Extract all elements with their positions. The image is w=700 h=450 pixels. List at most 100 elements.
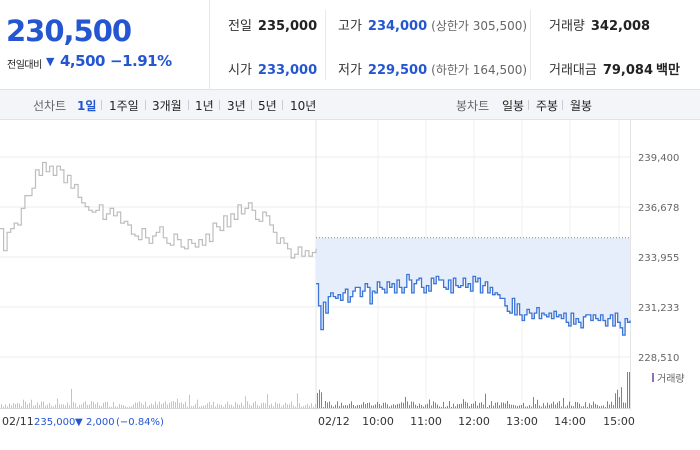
period-1w-button[interactable]: 1주일: [109, 99, 139, 113]
volume-bar: [525, 406, 526, 408]
candle-weekly-button[interactable]: 주봉: [536, 99, 559, 113]
period-1d-button[interactable]: 1일: [77, 99, 97, 113]
price-box: 230,500 전일대비 ▼ 4,500 −1.91%: [0, 0, 210, 90]
volume-bar: [147, 406, 148, 408]
volume-bar: [459, 404, 460, 408]
volume-bar: [453, 403, 454, 408]
stock-summary: 230,500 전일대비 ▼ 4,500 −1.91% 전일 235,000 시가…: [0, 0, 700, 90]
volume-bar: [353, 404, 354, 408]
volume-bar: [117, 406, 118, 408]
volume-bar: [277, 403, 278, 408]
volume-bar: [15, 404, 16, 408]
volume-bar: [411, 401, 412, 408]
volume-bar: [359, 405, 360, 408]
volume-bar: [137, 402, 138, 408]
volume-bar: [123, 405, 124, 408]
volume-bar: [297, 393, 298, 408]
volume-bar: [493, 405, 494, 408]
separator: [562, 100, 563, 110]
volume-bar: [231, 404, 232, 408]
volume-bar: [313, 406, 314, 408]
volume-bar: [261, 403, 262, 408]
y-tick-label: 236,678: [638, 203, 679, 214]
volume-bar: [471, 403, 472, 408]
volume-bar: [499, 405, 500, 408]
volume-bar: [335, 404, 336, 408]
volume-bar: [127, 406, 128, 408]
volume-bar: [125, 406, 126, 408]
high-value: 234,000: [367, 19, 428, 34]
lower-limit: (하한가 164,500): [431, 63, 528, 77]
volume-bar: [31, 399, 32, 408]
volume-bar: [531, 406, 532, 408]
time-tick-label: 14:00: [554, 415, 586, 428]
volume-bar: [345, 405, 346, 408]
period-10y-button[interactable]: 10년: [290, 99, 317, 113]
volume-bar: [555, 404, 556, 408]
volume-bar: [157, 404, 158, 408]
volume-bar: [621, 387, 622, 408]
volume-bar: [179, 403, 180, 408]
volume-bar: [1, 404, 2, 408]
volume-bar: [615, 393, 616, 408]
volume-bar: [367, 402, 368, 408]
volume-bar: [547, 402, 548, 408]
volume-bar: [57, 398, 58, 408]
volume-bar: [395, 405, 396, 408]
volume-bar: [317, 393, 318, 408]
down-arrow-icon: ▼: [46, 55, 55, 68]
volume-bar: [457, 404, 458, 408]
volume-bar: [177, 398, 178, 408]
volume-bar: [223, 406, 224, 408]
volume-bar: [301, 406, 302, 408]
y-tick-label: 239,400: [638, 153, 679, 164]
volume-bar: [133, 404, 134, 408]
time-tick-label: 15:00: [603, 415, 635, 428]
volume-bar: [473, 403, 474, 408]
volume-bar: [289, 404, 290, 408]
period-5y-button[interactable]: 5년: [258, 99, 277, 113]
volume-bar: [429, 399, 430, 408]
volume-bar: [327, 402, 328, 408]
volume-bar: [553, 401, 554, 408]
volume-legend-swatch: [652, 373, 654, 382]
volume-bar: [101, 406, 102, 408]
volume-bar: [503, 402, 504, 408]
period-3m-button[interactable]: 3개월: [152, 99, 182, 113]
volume-bar: [233, 406, 234, 408]
volume-bar: [583, 406, 584, 408]
volume-bar: [487, 406, 488, 408]
volume-bar: [483, 404, 484, 408]
volume-bar: [409, 405, 410, 408]
volume-bar: [315, 404, 316, 408]
candle-daily-button[interactable]: 일봉: [502, 99, 525, 113]
volume-bar: [213, 401, 214, 408]
volume-bar: [153, 404, 154, 408]
volume-bar: [235, 401, 236, 408]
volume-bar: [131, 406, 132, 408]
volume-bar: [537, 399, 538, 408]
period-1y-button[interactable]: 1년: [195, 99, 214, 113]
turnover-unit: 백만: [656, 63, 680, 78]
period-3y-button[interactable]: 3년: [227, 99, 246, 113]
volume-bar: [191, 406, 192, 408]
separator: [251, 100, 252, 110]
volume-bar: [557, 402, 558, 408]
volume-bar: [509, 404, 510, 408]
volume-bar: [433, 401, 434, 408]
volume-bar: [251, 405, 252, 408]
volume-bar: [307, 403, 308, 408]
volume-bar: [311, 403, 312, 408]
volume-bar: [49, 403, 50, 408]
volume-bar: [35, 405, 36, 408]
volume-bar: [87, 404, 88, 408]
open-label: 시가: [228, 63, 252, 78]
candle-monthly-button[interactable]: 월봉: [570, 99, 593, 113]
volume-bar: [77, 406, 78, 408]
volume-bar: [517, 406, 518, 408]
separator: [528, 100, 529, 110]
volume-bar: [357, 405, 358, 408]
today-date: 02/12: [318, 415, 350, 428]
volume-bar: [627, 372, 628, 408]
turnover-value: 79,084: [602, 63, 654, 78]
